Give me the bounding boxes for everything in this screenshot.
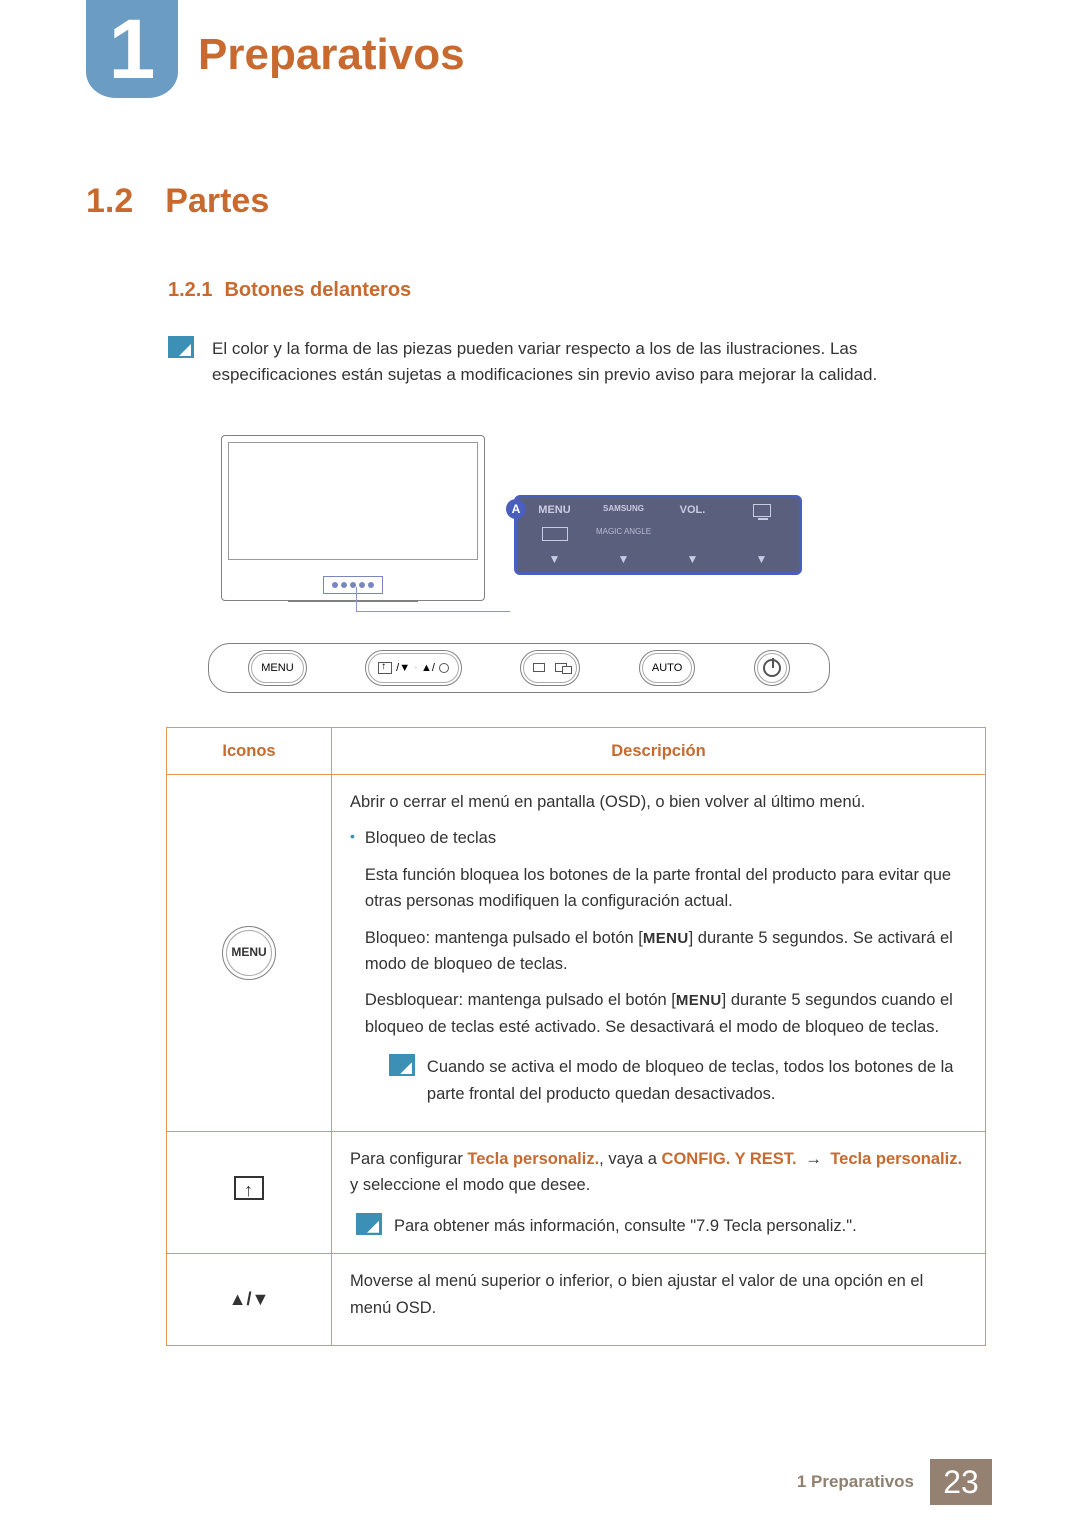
menu-note-text: Cuando se activa el modo de bloqueo de t…: [427, 1054, 967, 1107]
diagram-connector-line: [208, 611, 830, 633]
panel-cell-magic-label: MAGIC ANGLE: [596, 528, 651, 536]
menu-unlock-line: Desbloquear: mantenga pulsado el botón […: [365, 987, 967, 1040]
subsection-number: 1.2.1: [168, 279, 212, 302]
icon-cell-updown: ▲/▼: [167, 1254, 332, 1346]
desc-cell-menu: Abrir o cerrar el menú en pantalla (OSD)…: [332, 775, 986, 1132]
custom-inline-note: Para obtener más información, consulte "…: [356, 1213, 967, 1239]
menu-bullet-text: Esta función bloquea los botones de la p…: [365, 862, 967, 915]
highlight-tecla-personaliz: Tecla personaliz.: [467, 1150, 599, 1168]
table-header-icons: Iconos: [167, 727, 332, 774]
table-row: MENU Abrir o cerrar el menú en pantalla …: [167, 775, 986, 1132]
section-body: 1.2 Partes 1.2.1 Botones delanteros El c…: [86, 182, 986, 1346]
subsection-title: Botones delanteros: [224, 279, 411, 302]
section-title: Partes: [165, 182, 269, 221]
menu-lock-line: Bloqueo: mantenga pulsado el botón [MENU…: [365, 925, 967, 978]
button-bar: MENU /▼◦▲/ AUTO: [208, 643, 830, 693]
intro-note: El color y la forma de las piezas pueden…: [168, 336, 986, 389]
chapter-number: 1: [109, 2, 156, 96]
panel-cell-samsung-label: SAMSUNG: [603, 504, 644, 513]
desc-cell-updown: Moverse al menú superior o inferior, o b…: [332, 1254, 986, 1346]
menu-bullet: • Bloqueo de teclas Esta función bloquea…: [350, 825, 967, 1107]
highlight-config-rest: CONFIG. Y REST.: [662, 1150, 797, 1168]
front-buttons-diagram: A MENU ▼ SAMSUNG MAGIC ANGLE ▼ VOL.: [208, 435, 830, 693]
arrow-right-icon: →: [801, 1150, 826, 1168]
chevron-down-icon: ▼: [618, 552, 630, 566]
control-panel-closeup: MENU ▼ SAMSUNG MAGIC ANGLE ▼ VOL. ▼: [514, 495, 802, 575]
custom-key-icon: [234, 1176, 264, 1200]
subsection-heading: 1.2.1 Botones delanteros: [168, 279, 986, 302]
source-button-icon: [520, 650, 580, 686]
menu-p1: Abrir o cerrar el menú en pantalla (OSD)…: [350, 789, 967, 815]
page-footer: 1 Preparativos 23: [797, 1459, 992, 1505]
menu-ring-label: MENU: [231, 943, 266, 962]
panel-progress-icon: [542, 527, 568, 541]
chevron-down-icon: ▼: [756, 552, 768, 566]
menu-button-icon: MENU: [248, 650, 306, 686]
menu-inline-label: MENU: [643, 930, 689, 947]
table-row: Para configurar Tecla personaliz., vaya …: [167, 1131, 986, 1253]
note-pencil-icon: [389, 1054, 415, 1076]
note-pencil-icon: [356, 1213, 382, 1235]
intro-note-text: El color y la forma de las piezas pueden…: [212, 336, 986, 389]
footer-page-number: 23: [930, 1459, 992, 1505]
table-row: ▲/▼ Moverse al menú superior o inferior,…: [167, 1254, 986, 1346]
up-down-arrows-icon: ▲/▼: [229, 1289, 270, 1309]
power-button-icon: [754, 650, 790, 686]
chevron-down-icon: ▼: [687, 552, 699, 566]
icon-cell-custom: [167, 1131, 332, 1253]
chevron-down-icon: ▼: [549, 552, 561, 566]
chapter-title: Preparativos: [198, 30, 465, 80]
chapter-number-badge: 1: [86, 0, 178, 98]
menu-bullet-title: Bloqueo de teclas: [365, 825, 967, 851]
panel-cell-vol-label: VOL.: [680, 504, 706, 516]
icon-cell-menu: MENU: [167, 775, 332, 1132]
section-heading: 1.2 Partes: [86, 182, 986, 221]
icons-description-table: Iconos Descripción MENU Abrir o cerrar e…: [166, 727, 986, 1346]
custom-note-text: Para obtener más información, consulte "…: [394, 1213, 857, 1239]
table-header-desc: Descripción: [332, 727, 986, 774]
footer-chapter-label: 1 Preparativos: [797, 1472, 930, 1492]
panel-monitor-icon: [753, 504, 771, 517]
monitor-led-bar-icon: [323, 576, 383, 594]
menu-inline-note: Cuando se activa el modo de bloqueo de t…: [389, 1054, 967, 1107]
monitor-outline-icon: [221, 435, 485, 601]
updown-desc-text: Moverse al menú superior o inferior, o b…: [350, 1268, 967, 1321]
note-pencil-icon: [168, 336, 194, 358]
nav-buttons-icon: /▼◦▲/: [365, 650, 462, 686]
callout-marker-a: A: [506, 499, 526, 519]
auto-button-icon: AUTO: [639, 650, 695, 686]
menu-ring-icon: MENU: [222, 926, 276, 980]
desc-cell-custom: Para configurar Tecla personaliz., vaya …: [332, 1131, 986, 1253]
menu-inline-label: MENU: [676, 992, 722, 1009]
section-number: 1.2: [86, 182, 133, 221]
panel-cell-menu-label: MENU: [538, 504, 570, 516]
monitor-stand-icon: [288, 601, 418, 611]
custom-desc-line: Para configurar Tecla personaliz., vaya …: [350, 1146, 967, 1199]
bullet-dot-icon: •: [350, 825, 355, 1107]
highlight-tecla-personaliz-2: Tecla personaliz.: [830, 1150, 962, 1168]
